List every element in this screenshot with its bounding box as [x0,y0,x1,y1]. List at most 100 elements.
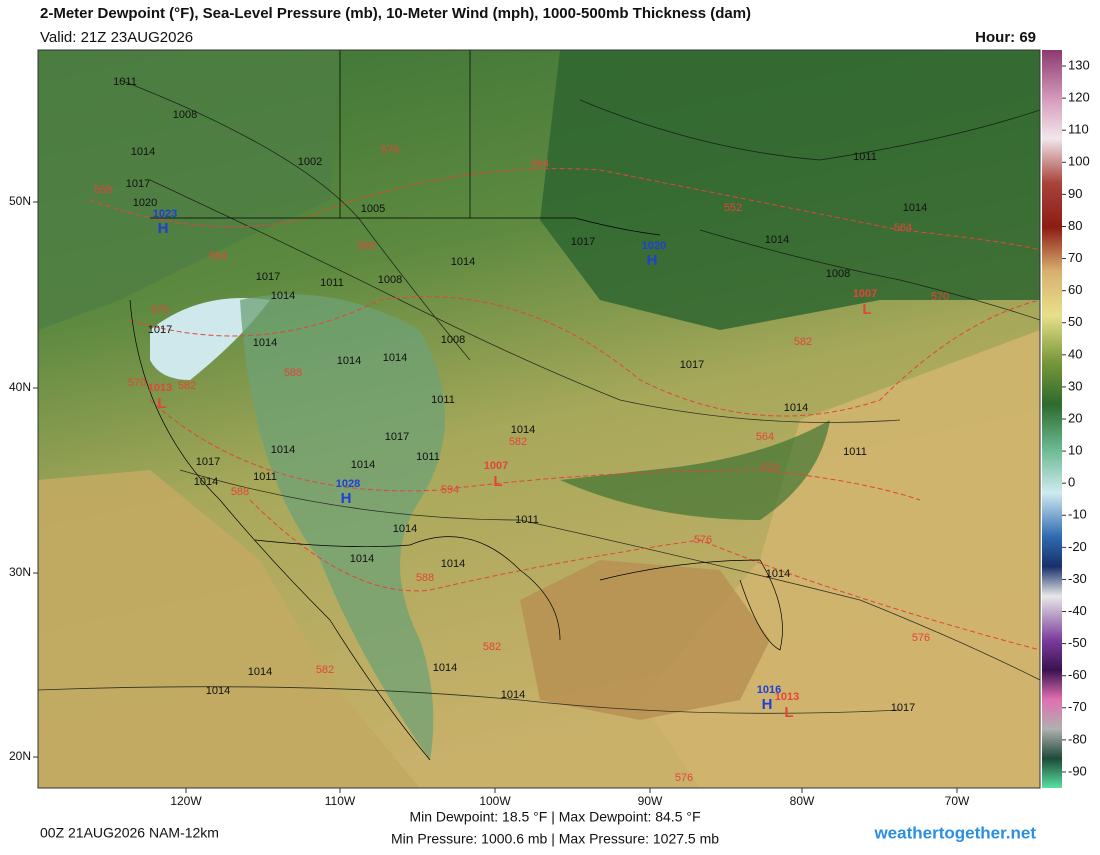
thickness-label: 576 [675,772,693,784]
lat-label: 50N [9,194,31,208]
high-symbol: H [341,490,352,507]
isobar-label: 1014 [383,352,407,364]
thickness-label: 576 [381,144,399,156]
isobar-label: 1014 [337,355,361,367]
gulf-shade [520,560,770,720]
title: 2-Meter Dewpoint (°F), Sea-Level Pressur… [40,5,751,22]
thickness-label: 582 [794,336,812,348]
thickness-label: 582 [358,240,376,252]
isobar-label: 1014 [903,202,927,214]
isobar-label: 1011 [515,514,539,526]
isobar-label: 1014 [131,146,155,158]
colorbar-label: -40 [1068,603,1087,618]
colorbar-label: 100 [1068,154,1090,169]
forecast-hour: Hour: 69 [975,29,1036,46]
isobar-label: 1020 [133,197,157,209]
colorbar-label: -30 [1068,571,1087,586]
colorbar-label: -80 [1068,731,1087,746]
colorbar-label: 130 [1068,57,1090,72]
colorbar-label: 0 [1068,475,1075,490]
thickness-label: 588 [416,572,434,584]
isobar-label: 1014 [511,424,535,436]
thickness-label: 582 [316,664,334,676]
thickness-label: 576 [694,534,712,546]
land-shade [38,50,340,330]
lat-label: 40N [9,380,31,394]
isobar-label: 1014 [433,662,457,674]
moist-band [560,420,830,520]
high-symbol: H [647,252,658,269]
isobar-label: 1017 [571,236,595,248]
colorbar [1042,50,1062,788]
isobars [38,79,1040,714]
high-value: 1020 [642,240,666,252]
dry-region [150,298,270,380]
thickness-label: 594 [441,484,459,496]
lon-label: 80W [790,794,815,808]
dry-region [240,294,445,760]
thickness-label: 564 [756,431,774,443]
colorbar-label: 80 [1068,218,1082,233]
lat-label: 30N [9,565,31,579]
lat-label: 20N [9,749,31,763]
valid-time: Valid: 21Z 23AUG2026 [40,29,193,46]
isobar-label: 1014 [271,444,295,456]
isobar-label: 1014 [765,234,789,246]
low-symbol: L [784,704,793,721]
site-credit[interactable]: weathertogether.net [873,823,1036,842]
isobar-label: 1017 [126,178,150,190]
isobar-label: 1014 [248,666,272,678]
isobar-label: 1017 [196,456,220,468]
dewpoint-stats: Min Dewpoint: 18.5 °F | Max Dewpoint: 84… [409,809,700,825]
isobar-label: 1008 [173,109,197,121]
isobar-label: 1014 [253,337,277,349]
lon-label: 90W [638,794,663,808]
thickness-label: 570 [151,304,169,316]
low-symbol: L [157,395,166,412]
isobar-label: 1008 [441,334,465,346]
colorbar-label: 10 [1068,443,1082,458]
high-symbol: H [762,696,773,713]
boundaries [129,50,783,761]
high-symbol: H [158,220,169,237]
isobar-label: 1011 [113,76,137,88]
ocean-shade [38,470,420,788]
isobar-label: 1017 [148,324,172,336]
colorbar-label: -50 [1068,635,1087,650]
thickness-label: 588 [284,367,302,379]
land-shade [540,50,1040,330]
pressure-stats: Min Pressure: 1000.6 mb | Max Pressure: … [391,831,719,847]
map-area [38,50,1040,788]
isobar-label: 1014 [441,558,465,570]
thickness-label: 582 [178,380,196,392]
colorbar-label: -20 [1068,539,1087,554]
colorbar-label: 120 [1068,90,1090,105]
isobar-label: 1014 [206,685,230,697]
thickness-label: 570 [761,462,779,474]
colorbar-label: -70 [1068,699,1087,714]
thickness-label: 588 [231,486,249,498]
lon-label: 100W [479,794,511,808]
isobar-label: 1014 [350,553,374,565]
isobar-label: 1005 [361,203,385,215]
lon-label: 70W [945,794,970,808]
high-value: 1016 [757,684,781,696]
isobar-label: 1011 [431,394,455,406]
low-value: 1013 [775,691,799,703]
thickness-label: 564 [531,158,549,170]
isobar-label: 1014 [271,290,295,302]
thickness-label: 570 [931,291,949,303]
isobar-label: 1017 [256,271,280,283]
low-value: 1007 [484,460,508,472]
high-value: 1028 [336,478,360,490]
thickness-lines [89,168,1040,651]
colorbar-label: 110 [1068,122,1089,137]
isobar-label: 1017 [385,431,409,443]
thickness-label: 558 [94,184,112,196]
isobar-label: 1014 [351,459,375,471]
low-symbol: L [493,473,502,490]
isobar-label: 1014 [393,523,417,535]
isobar-label: 1011 [853,151,877,163]
isobar-label: 1011 [253,471,277,483]
